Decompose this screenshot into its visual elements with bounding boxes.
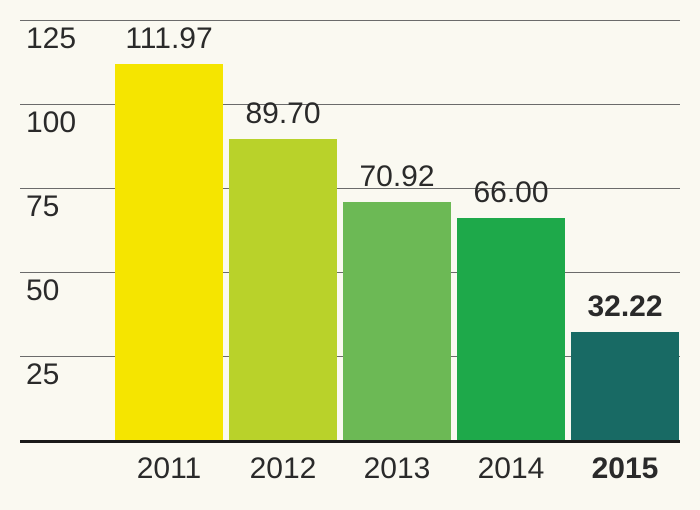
bar-value-label: 66.00 [447, 176, 575, 210]
bar [571, 332, 679, 440]
y-axis-label: 125 [26, 22, 76, 56]
x-axis-label: 2014 [457, 452, 565, 486]
x-axis-label: 2015 [571, 452, 679, 486]
y-axis-label: 50 [26, 274, 59, 308]
x-axis-baseline [20, 440, 680, 443]
plot-area: 255075100125111.97201189.70201270.922013… [20, 20, 680, 440]
bar-chart: 25 50 75 100 125 111.97 2011 89.70 2012 70.92 2013… [0, 0, 700, 510]
bar [229, 139, 337, 440]
x-axis-label: 2013 [343, 452, 451, 486]
x-axis-label: 2012 [229, 452, 337, 486]
y-axis-label: 100 [26, 106, 76, 140]
bar [115, 64, 223, 440]
bar-value-label: 32.22 [561, 290, 689, 324]
y-axis-label: 75 [26, 190, 59, 224]
bar-value-label: 89.70 [219, 97, 347, 131]
bar [457, 218, 565, 440]
bar-value-label: 111.97 [105, 22, 233, 56]
bar-value-label: 70.92 [333, 160, 461, 194]
x-axis-label: 2011 [115, 452, 223, 486]
bar [343, 202, 451, 440]
y-axis-label: 25 [26, 358, 59, 392]
